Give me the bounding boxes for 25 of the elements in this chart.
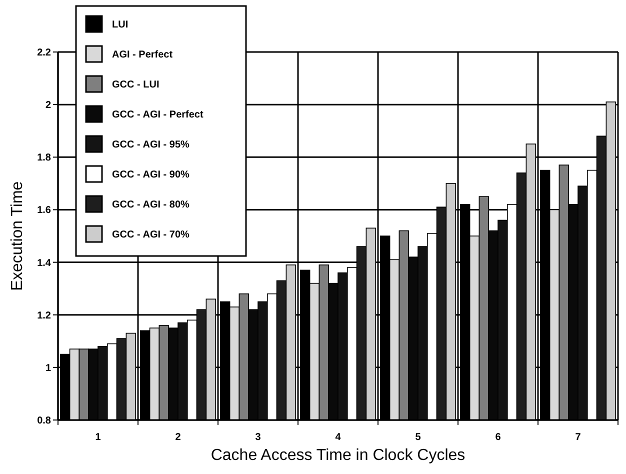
y-tick-label: 1 <box>45 362 52 374</box>
y-tick-label: 1.8 <box>37 152 52 164</box>
legend-label: GCC - AGI - 70% <box>112 230 190 240</box>
x-axis-title: Cache Access Time in Clock Cycles <box>210 447 466 464</box>
y-tick-label: 2 <box>45 100 52 112</box>
legend-label: GCC - AGI - 90% <box>112 170 190 180</box>
legend-label: AGI - Perfect <box>112 50 174 60</box>
x-tick-label: 7 <box>575 432 582 443</box>
legend-label: GCC - AGI - 80% <box>112 200 190 210</box>
y-tick-label: 2.2 <box>37 48 52 58</box>
legend-label: LUI <box>112 20 128 30</box>
y-tick-label: 1.2 <box>37 310 52 322</box>
y-tick-label: 1.6 <box>37 205 52 216</box>
y-tick-label: 0.8 <box>37 416 52 426</box>
x-tick-label: 3 <box>255 432 262 443</box>
x-tick-label: 5 <box>415 432 422 443</box>
legend-label: GCC - AGI - Perfect <box>112 110 204 120</box>
y-axis-title: Execution Time <box>9 181 26 291</box>
x-tick-label: 1 <box>95 432 102 443</box>
legend-label: GCC - AGI - 95% <box>112 140 190 150</box>
x-tick-label: 2 <box>175 432 182 443</box>
x-tick-label: 6 <box>495 432 502 443</box>
x-tick-label: 4 <box>335 432 342 443</box>
y-tick-label: 1.4 <box>37 258 52 269</box>
legend-label: GCC - LUI <box>112 80 160 90</box>
